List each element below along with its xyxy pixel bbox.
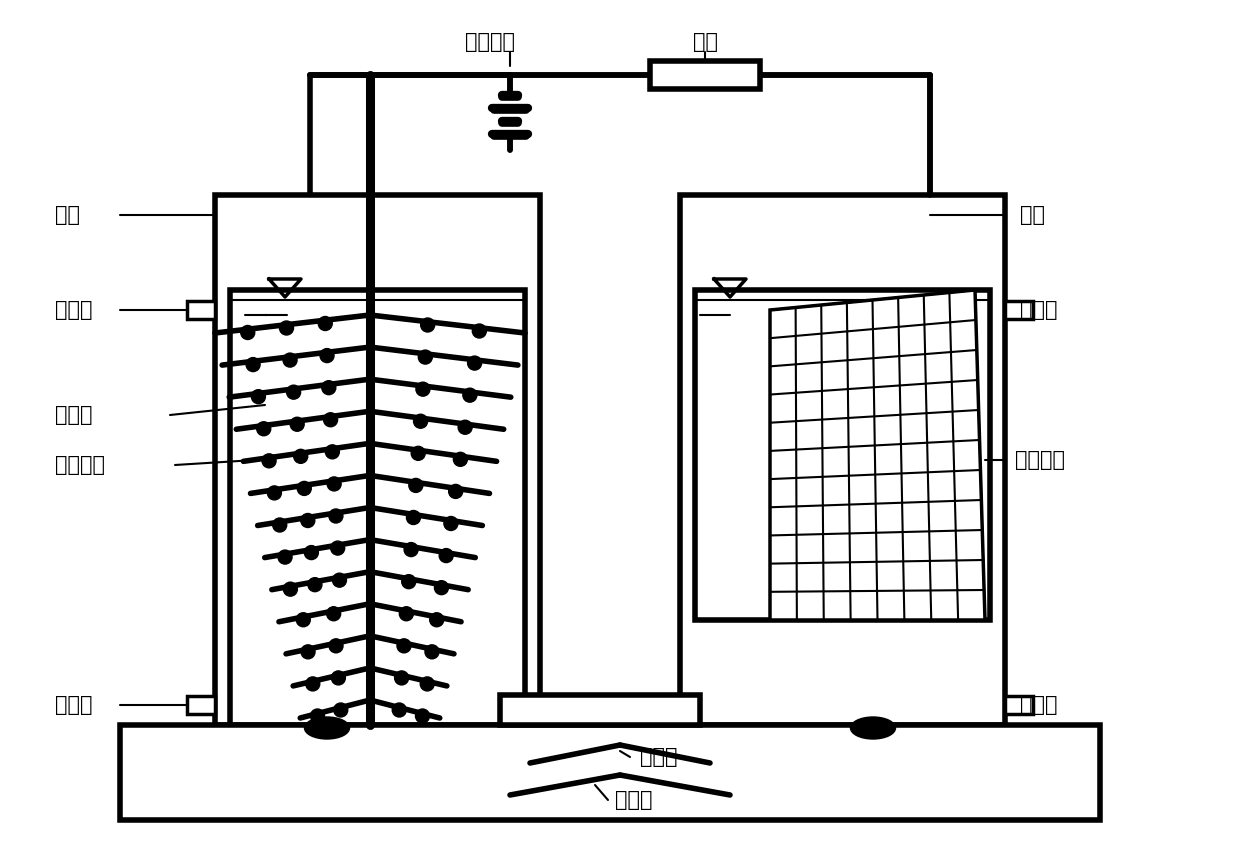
Circle shape — [304, 545, 319, 559]
Text: 排液口: 排液口 — [55, 695, 93, 715]
Circle shape — [420, 318, 435, 332]
Text: 直流电源: 直流电源 — [465, 32, 515, 52]
Circle shape — [415, 709, 429, 723]
Circle shape — [283, 353, 298, 367]
Circle shape — [284, 582, 298, 596]
Circle shape — [415, 382, 430, 396]
Circle shape — [394, 671, 409, 685]
Circle shape — [409, 478, 423, 492]
Circle shape — [430, 612, 444, 627]
Circle shape — [329, 509, 343, 523]
Text: 搅拌子: 搅拌子 — [640, 747, 677, 767]
Circle shape — [286, 385, 300, 399]
Circle shape — [434, 581, 449, 594]
Circle shape — [402, 575, 415, 588]
Circle shape — [331, 541, 345, 555]
Bar — [680, 195, 1004, 725]
Circle shape — [320, 349, 334, 362]
Circle shape — [290, 417, 304, 431]
Bar — [215, 195, 539, 725]
Circle shape — [449, 484, 463, 498]
Ellipse shape — [851, 717, 895, 739]
Circle shape — [319, 316, 332, 331]
Text: 电阻: 电阻 — [692, 32, 718, 52]
Circle shape — [392, 703, 407, 717]
Circle shape — [241, 326, 254, 339]
Bar — [1004, 696, 1033, 714]
Circle shape — [298, 481, 311, 496]
Bar — [500, 695, 701, 725]
Circle shape — [407, 510, 420, 525]
Circle shape — [306, 677, 320, 691]
Polygon shape — [770, 290, 985, 620]
Bar — [1004, 301, 1033, 319]
Circle shape — [324, 413, 337, 427]
Circle shape — [273, 518, 286, 532]
Circle shape — [467, 356, 481, 370]
Circle shape — [310, 709, 325, 723]
Circle shape — [454, 453, 467, 466]
Text: 钛丝: 钛丝 — [1021, 205, 1045, 225]
Bar — [694, 290, 990, 620]
Circle shape — [262, 454, 277, 468]
Circle shape — [331, 671, 346, 685]
Text: 不锈钢网: 不锈钢网 — [1016, 450, 1065, 470]
Circle shape — [301, 645, 315, 659]
Text: 厌氧菌等: 厌氧菌等 — [55, 455, 105, 475]
Bar — [187, 301, 215, 319]
Text: 搅拌器: 搅拌器 — [615, 790, 652, 810]
Text: 排液口: 排液口 — [1021, 695, 1058, 715]
Ellipse shape — [305, 717, 350, 739]
Circle shape — [444, 516, 458, 531]
Circle shape — [308, 577, 322, 592]
Circle shape — [463, 388, 477, 402]
Text: 进液口: 进液口 — [1021, 300, 1058, 320]
Circle shape — [404, 543, 418, 557]
Circle shape — [334, 703, 347, 717]
Circle shape — [397, 639, 410, 653]
Circle shape — [439, 549, 453, 563]
Circle shape — [325, 445, 340, 459]
Circle shape — [246, 357, 260, 372]
Circle shape — [268, 486, 281, 500]
Circle shape — [327, 477, 341, 490]
Circle shape — [322, 381, 336, 394]
Circle shape — [412, 447, 425, 460]
Circle shape — [414, 414, 428, 429]
Text: 进液口: 进液口 — [55, 300, 93, 320]
Circle shape — [278, 550, 293, 564]
Text: 碳刷: 碳刷 — [55, 205, 81, 225]
Circle shape — [420, 677, 434, 691]
Bar — [120, 725, 1100, 820]
Circle shape — [252, 390, 265, 404]
Circle shape — [329, 639, 343, 653]
Circle shape — [301, 514, 315, 527]
Circle shape — [279, 321, 294, 335]
Text: 产电菌: 产电菌 — [55, 405, 93, 425]
Circle shape — [399, 606, 413, 621]
Bar — [229, 290, 525, 725]
Bar — [187, 696, 215, 714]
Circle shape — [326, 606, 341, 621]
Circle shape — [425, 645, 439, 659]
Circle shape — [472, 324, 486, 338]
Circle shape — [332, 573, 346, 588]
Circle shape — [296, 612, 310, 627]
Circle shape — [418, 350, 433, 364]
Circle shape — [458, 420, 472, 435]
Bar — [650, 61, 760, 89]
Circle shape — [257, 422, 270, 436]
Circle shape — [294, 449, 308, 463]
